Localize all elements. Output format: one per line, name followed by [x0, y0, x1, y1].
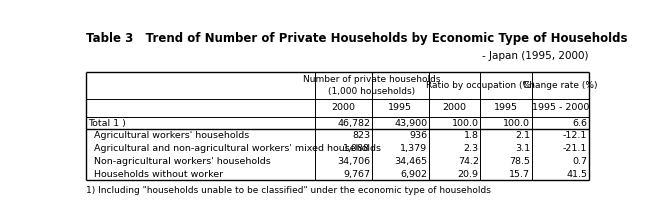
Text: Table 3   Trend of Number of Private Households by Economic Type of Households: Table 3 Trend of Number of Private House…: [86, 32, 627, 45]
Text: 2000: 2000: [443, 103, 466, 112]
Text: 74.2: 74.2: [458, 157, 479, 166]
Text: Agricultural workers' households: Agricultural workers' households: [88, 131, 250, 140]
Text: 43,900: 43,900: [394, 119, 427, 128]
Text: 3.1: 3.1: [515, 144, 530, 153]
Text: 823: 823: [352, 131, 370, 140]
Text: 1) Including "households unable to be classified" under the economic type of hou: 1) Including "households unable to be cl…: [86, 186, 491, 195]
Text: 100.0: 100.0: [452, 119, 479, 128]
Text: Ratio by occupation (%): Ratio by occupation (%): [426, 81, 535, 90]
Text: Total 1 ): Total 1 ): [88, 119, 126, 128]
Text: 1995: 1995: [388, 103, 413, 112]
Text: 0.7: 0.7: [572, 157, 587, 166]
Text: 20.9: 20.9: [458, 170, 479, 179]
Text: Non-agricultural workers' households: Non-agricultural workers' households: [88, 157, 271, 166]
Text: - Japan (1995, 2000): - Japan (1995, 2000): [482, 51, 589, 61]
Text: -21.1: -21.1: [563, 144, 587, 153]
Text: -12.1: -12.1: [563, 131, 587, 140]
Text: 936: 936: [409, 131, 427, 140]
Text: 78.5: 78.5: [509, 157, 530, 166]
Text: 15.7: 15.7: [509, 170, 530, 179]
Text: Number of private households
(1,000 households): Number of private households (1,000 hous…: [303, 75, 440, 96]
Text: Change rate (%): Change rate (%): [523, 81, 597, 90]
Text: Agricultural and non-agricultural workers' mixed households: Agricultural and non-agricultural worker…: [88, 144, 381, 153]
Text: 2.1: 2.1: [515, 131, 530, 140]
Text: 34,465: 34,465: [394, 157, 427, 166]
Text: 9,767: 9,767: [343, 170, 370, 179]
Text: 34,706: 34,706: [337, 157, 370, 166]
Text: 2000: 2000: [331, 103, 355, 112]
Text: 1.8: 1.8: [464, 131, 479, 140]
Text: 1995: 1995: [494, 103, 518, 112]
Text: 1,088: 1,088: [343, 144, 370, 153]
Text: 46,782: 46,782: [337, 119, 370, 128]
Text: Households without worker: Households without worker: [88, 170, 223, 179]
Text: 41.5: 41.5: [566, 170, 587, 179]
Text: 100.0: 100.0: [503, 119, 530, 128]
Text: 1995 - 2000: 1995 - 2000: [532, 103, 589, 112]
Text: 6.6: 6.6: [572, 119, 587, 128]
Text: 6,902: 6,902: [400, 170, 427, 179]
Text: 2.3: 2.3: [464, 144, 479, 153]
Text: 1,379: 1,379: [400, 144, 427, 153]
